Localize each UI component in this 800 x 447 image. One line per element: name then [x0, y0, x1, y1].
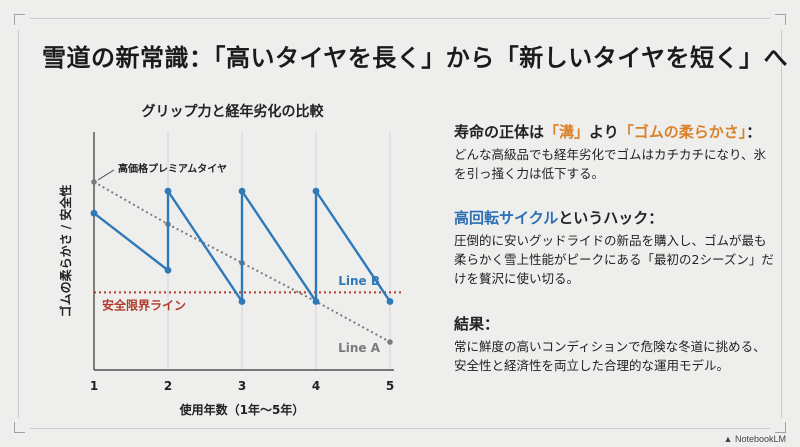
point-result-heading: 結果： — [454, 315, 500, 333]
point-result: 結果： 常に鮮度の高いコンディションで危険な冬道に挑める、安全性と経済性を両立し… — [454, 314, 774, 375]
line-a-name: Line A — [338, 341, 381, 355]
corner-mark-br — [775, 422, 786, 433]
line-b-path — [93, 189, 391, 303]
brand-label: NotebookLM — [734, 434, 786, 444]
heading-text: というハック： — [558, 209, 664, 227]
safety-limit-label: 安全限界ライン — [102, 297, 186, 312]
x-tick-label: 4 — [312, 379, 320, 393]
point-cycle-body: 圧倒的に安いグッドライドの新品を購入し、ゴムが最も柔らかく雪上性能がピークにある… — [454, 233, 774, 286]
line-b-point — [312, 298, 320, 305]
frame-top-line — [30, 18, 770, 19]
point-lifespan-body: どんな高級品でも経年劣化でゴムはカチカチになり、氷を引っ掻く力は低下する。 — [454, 147, 767, 181]
heading-text: より — [589, 123, 619, 141]
line-b-point — [238, 298, 246, 305]
line-a-series-label: 高価格プレミアムタイヤ — [118, 162, 227, 175]
line-a-path — [93, 181, 391, 343]
line-a-label-leader — [97, 169, 115, 181]
line-a-point — [91, 179, 97, 185]
heading-highlight-cycle: 高回転サイクル — [454, 209, 559, 227]
frame-right-line — [781, 30, 782, 418]
chart-title: グリップ力と経年劣化の比較 — [141, 104, 324, 120]
point-lifespan-heading: 寿命の正体は「溝」より「ゴムの柔らかさ」： — [454, 122, 774, 142]
corner-mark-tr — [775, 14, 786, 25]
corner-mark-tl — [14, 14, 25, 25]
heading-highlight-groove: 「溝」 — [544, 123, 590, 141]
point-lifespan: 寿命の正体は「溝」より「ゴムの柔らかさ」： どんな高級品でも経年劣化でゴムはカチ… — [454, 122, 774, 183]
line-b-point — [386, 298, 394, 305]
frame-bottom-line — [30, 428, 770, 429]
heading-text: ： — [746, 123, 762, 141]
notebooklm-brand: ▲ NotebookLM — [724, 434, 786, 444]
line-a-point — [387, 339, 393, 345]
x-axis-label: 使用年数（1年〜5年） — [179, 402, 305, 417]
x-tick-label: 2 — [164, 379, 172, 393]
heading-highlight-softness: 「ゴムの柔らかさ」 — [618, 123, 747, 141]
point-cycle-hack: 高回転サイクルというハック： 圧倒的に安いグッドライドの新品を購入し、ゴムが最も… — [454, 208, 774, 288]
line-b-point — [164, 266, 172, 274]
heading-text: 寿命の正体は — [454, 123, 545, 141]
point-cycle-heading: 高回転サイクルというハック： — [454, 208, 774, 228]
chart: 1 2 3 4 5 使用年数（1年〜5年） ゴムの柔らかさ / 安全性安全限界ライン Line… — [58, 132, 402, 417]
line-b-point — [312, 187, 320, 195]
slide-headline: 雪道の新常識：「高いタイヤを長く」から「新しいタイヤを短く」へ — [42, 44, 789, 72]
point-result-body: 常に鮮度の高いコンディションで危険な冬道に挑める、安全性と経済性を両立した合理的… — [454, 339, 766, 373]
frame-left-line — [18, 30, 19, 418]
line-b-name: Line B — [338, 274, 380, 288]
line-b-point — [164, 187, 172, 195]
notebooklm-logo-icon: ▲ — [723, 434, 735, 444]
y-axis-label: ゴムの柔らかさ / 安全性 — [58, 185, 73, 318]
x-tick-label: 1 — [90, 379, 98, 393]
x-tick-label: 5 — [386, 379, 394, 393]
line-b-point — [90, 209, 98, 217]
line-b-point — [238, 187, 246, 195]
x-tick-label: 3 — [238, 379, 246, 393]
corner-mark-bl — [14, 422, 25, 433]
